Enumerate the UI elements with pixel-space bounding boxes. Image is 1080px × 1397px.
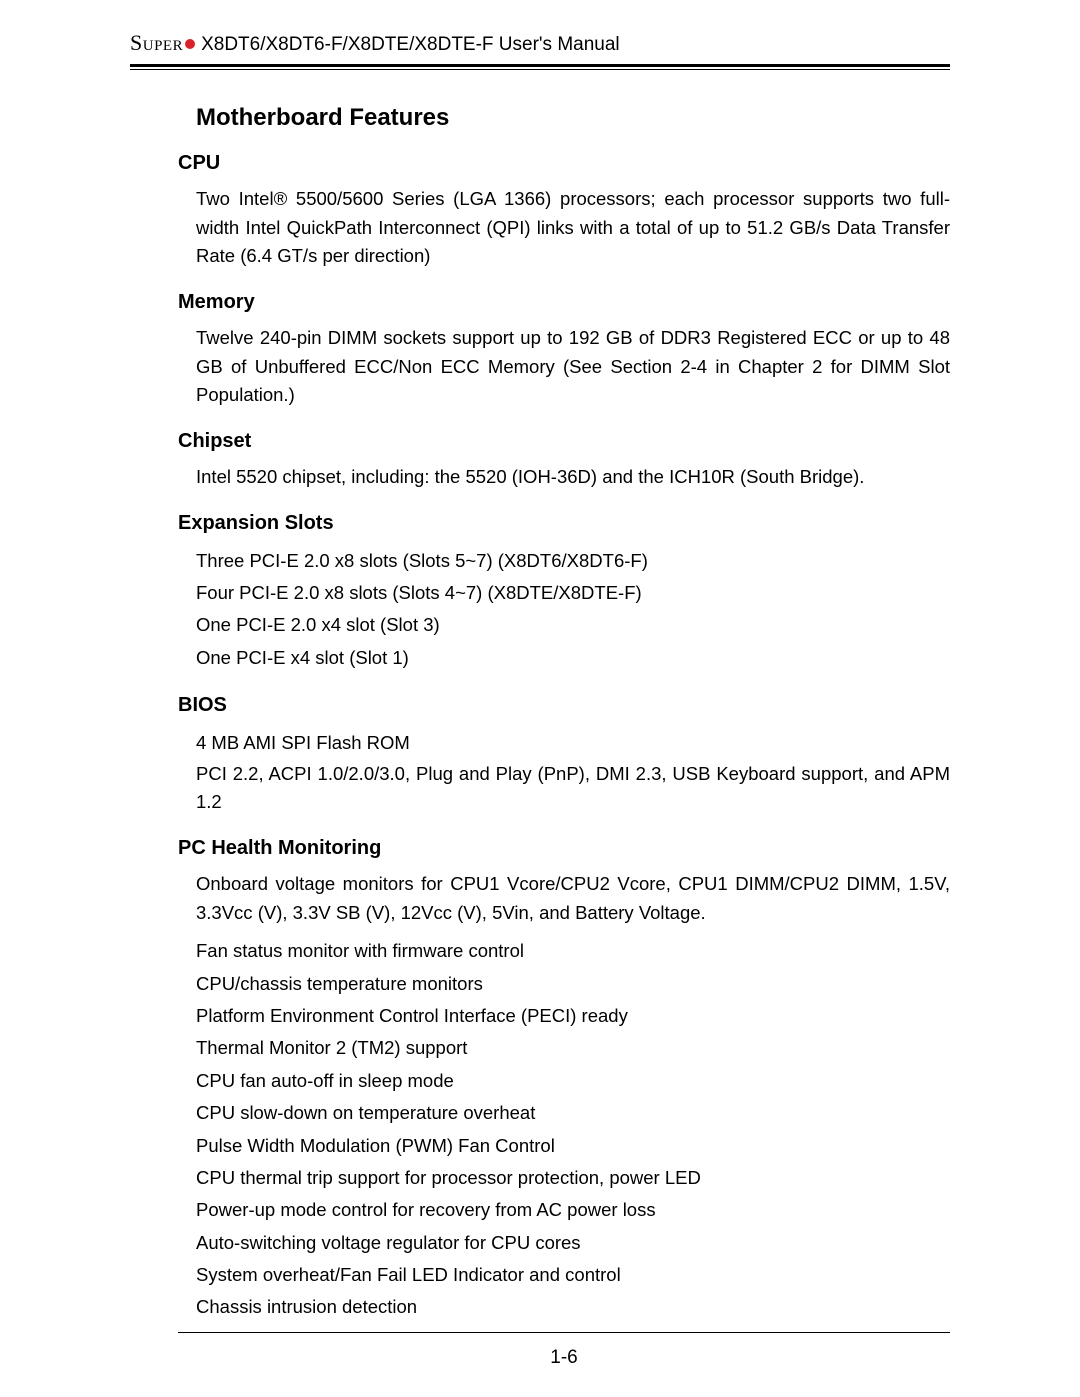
section-heading-cpu: CPU xyxy=(178,152,950,175)
section-text-chipset: Intel 5520 chipset, including: the 5520 … xyxy=(196,463,950,492)
list-item: Thermal Monitor 2 (TM2) support xyxy=(196,1032,950,1064)
section-heading-memory: Memory xyxy=(178,291,950,314)
list-item: Onboard voltage monitors for CPU1 Vcore/… xyxy=(196,870,950,927)
brand-dot-icon xyxy=(185,39,195,49)
page-header: Super X8DT6/X8DT6-F/X8DTE/X8DTE-F User's… xyxy=(130,30,950,62)
main-heading: Motherboard Features xyxy=(196,104,950,132)
list-item: CPU fan auto-off in sleep mode xyxy=(196,1065,950,1097)
list-item: Four PCI-E 2.0 x8 slots (Slots 4~7) (X8D… xyxy=(196,577,950,609)
list-item: CPU/chassis temperature monitors xyxy=(196,968,950,1000)
section-heading-bios: BIOS xyxy=(178,694,950,717)
section-heading-chipset: Chipset xyxy=(178,430,950,453)
list-item: PCI 2.2, ACPI 1.0/2.0/3.0, Plug and Play… xyxy=(196,760,950,817)
section-heading-expansion: Expansion Slots xyxy=(178,512,950,535)
list-item: Fan status monitor with firmware control xyxy=(196,935,950,967)
page-content: Motherboard Features CPU Two Intel® 5500… xyxy=(130,70,950,1369)
list-item: Pulse Width Modulation (PWM) Fan Control xyxy=(196,1130,950,1162)
list-item: CPU slow-down on temperature overheat xyxy=(196,1097,950,1129)
section-heading-pchealth: PC Health Monitoring xyxy=(178,837,950,860)
list-item: Three PCI-E 2.0 x8 slots (Slots 5~7) (X8… xyxy=(196,545,950,577)
header-rule-thick xyxy=(130,64,950,67)
brand-text: Super xyxy=(130,30,183,55)
section-text-cpu: Two Intel® 5500/5600 Series (LGA 1366) p… xyxy=(196,185,950,271)
list-item: Platform Environment Control Interface (… xyxy=(196,1000,950,1032)
list-item: Power-up mode control for recovery from … xyxy=(196,1194,950,1226)
section-text-memory: Twelve 240-pin DIMM sockets support up t… xyxy=(196,324,950,410)
manual-page: Super X8DT6/X8DT6-F/X8DTE/X8DTE-F User's… xyxy=(0,0,1080,1397)
header-title: X8DT6/X8DT6-F/X8DTE/X8DTE-F User's Manua… xyxy=(201,34,620,56)
list-item: 4 MB AMI SPI Flash ROM xyxy=(196,727,950,759)
list-item: CPU thermal trip support for processor p… xyxy=(196,1162,950,1194)
footer-rule xyxy=(178,1332,950,1333)
brand-logo: Super xyxy=(130,30,183,56)
list-item: One PCI-E 2.0 x4 slot (Slot 3) xyxy=(196,609,950,641)
list-item: Chassis intrusion detection xyxy=(196,1291,950,1323)
list-item: One PCI-E x4 slot (Slot 1) xyxy=(196,642,950,674)
page-number: 1-6 xyxy=(178,1347,950,1369)
list-item: System overheat/Fan Fail LED Indicator a… xyxy=(196,1259,950,1291)
list-item: Auto-switching voltage regulator for CPU… xyxy=(196,1227,950,1259)
